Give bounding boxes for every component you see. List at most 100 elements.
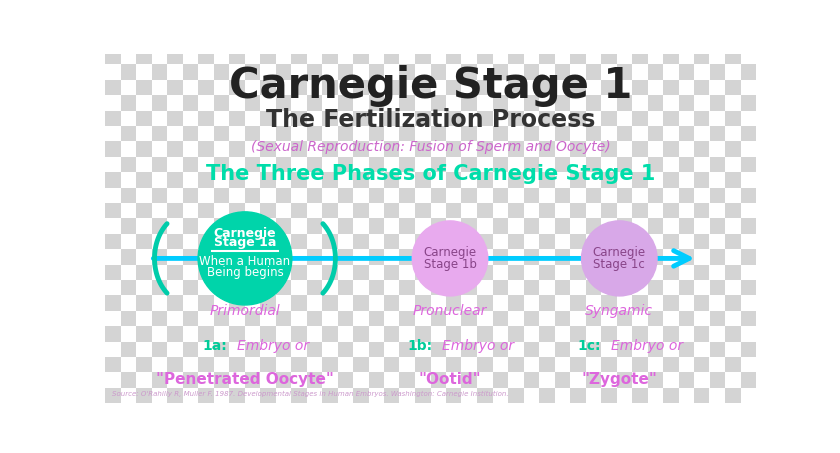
Bar [710, 295, 725, 311]
Bar [136, 49, 151, 64]
Bar [260, 218, 276, 234]
Bar [756, 280, 771, 295]
Bar [120, 311, 136, 326]
Bar [617, 342, 632, 357]
Bar [182, 80, 198, 95]
Bar [710, 357, 725, 372]
Bar [663, 249, 679, 265]
Bar [694, 188, 710, 203]
Bar [276, 95, 291, 111]
Bar [663, 357, 679, 372]
Bar [291, 265, 307, 280]
Bar [229, 49, 244, 64]
Bar [477, 234, 492, 249]
Bar [353, 34, 369, 49]
Bar [617, 126, 632, 141]
Bar [725, 280, 741, 295]
Bar [617, 265, 632, 280]
Bar [120, 80, 136, 95]
Bar [601, 357, 617, 372]
Bar [570, 388, 585, 403]
Bar [182, 188, 198, 203]
Bar [229, 34, 244, 49]
Bar [694, 372, 710, 388]
Bar [120, 141, 136, 157]
Bar [756, 342, 771, 357]
Bar [554, 111, 570, 126]
Text: Syngamic: Syngamic [585, 304, 654, 318]
Bar [353, 265, 369, 280]
Bar [539, 280, 554, 295]
Bar [322, 295, 338, 311]
Bar [508, 218, 523, 234]
Bar [136, 295, 151, 311]
Bar [585, 141, 601, 157]
Bar [244, 218, 260, 234]
Bar [167, 188, 182, 203]
Bar [307, 64, 322, 80]
Bar [492, 80, 508, 95]
Bar [648, 49, 663, 64]
Bar [136, 203, 151, 218]
Bar [182, 342, 198, 357]
Bar [461, 295, 477, 311]
Bar [663, 311, 679, 326]
Bar [710, 203, 725, 218]
Text: Embryo or: Embryo or [237, 339, 309, 352]
Bar [136, 157, 151, 172]
Bar [276, 249, 291, 265]
Bar [244, 234, 260, 249]
Bar [229, 357, 244, 372]
Bar [648, 357, 663, 372]
Bar [229, 249, 244, 265]
Bar [601, 188, 617, 203]
Bar [632, 141, 648, 157]
Bar [756, 188, 771, 203]
Bar [151, 218, 167, 234]
Bar [539, 141, 554, 157]
Bar [648, 280, 663, 295]
Text: The Three Phases of Carnegie Stage 1: The Three Phases of Carnegie Stage 1 [206, 164, 655, 184]
Bar [415, 172, 431, 188]
Bar [136, 111, 151, 126]
Bar [756, 388, 771, 403]
Bar [741, 388, 756, 403]
Bar [276, 295, 291, 311]
Bar [415, 111, 431, 126]
Bar [648, 249, 663, 265]
Bar [353, 280, 369, 295]
Bar [136, 188, 151, 203]
Bar [554, 203, 570, 218]
Bar [446, 188, 461, 203]
Bar [384, 188, 400, 203]
Bar [307, 372, 322, 388]
Bar [710, 311, 725, 326]
Bar [400, 188, 415, 203]
Bar [276, 126, 291, 141]
Bar [523, 342, 539, 357]
Bar [136, 265, 151, 280]
Bar [384, 311, 400, 326]
Bar [307, 34, 322, 49]
Bar [477, 326, 492, 342]
Bar [105, 172, 120, 188]
Bar [617, 357, 632, 372]
Bar [369, 172, 384, 188]
Bar [198, 64, 213, 80]
Bar [338, 49, 353, 64]
Bar [229, 372, 244, 388]
Bar [120, 157, 136, 172]
Bar [338, 34, 353, 49]
Bar [492, 95, 508, 111]
Bar [446, 249, 461, 265]
Bar [710, 188, 725, 203]
Bar [198, 295, 213, 311]
Bar [570, 172, 585, 188]
Bar [322, 203, 338, 218]
Bar [461, 49, 477, 64]
Bar [508, 280, 523, 295]
Bar [182, 64, 198, 80]
Bar [307, 157, 322, 172]
Bar [585, 111, 601, 126]
Bar [307, 188, 322, 203]
